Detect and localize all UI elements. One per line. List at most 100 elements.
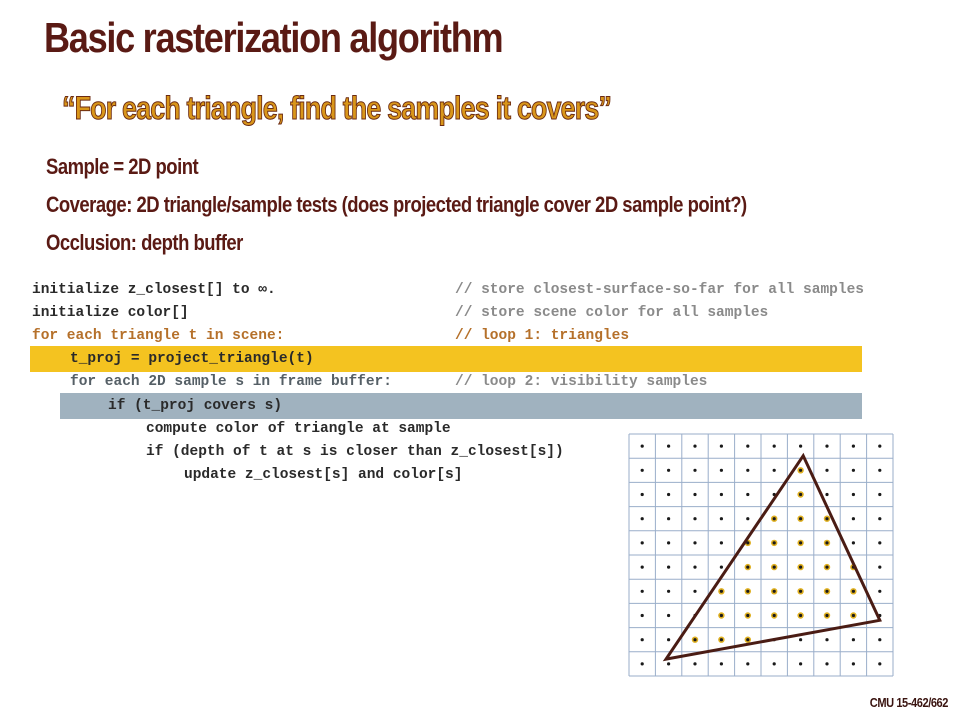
code-block: initialize z_closest[] to ∞. // store cl… (0, 278, 960, 498)
sample-point (851, 468, 855, 472)
sample-point (825, 662, 829, 666)
sample-point (878, 517, 882, 521)
sample-point (667, 565, 671, 569)
code-line-5: for each 2D sample s in frame buffer: (70, 374, 392, 390)
covered-sample-point (799, 613, 803, 618)
sample-point (719, 468, 723, 472)
sample-point (719, 492, 723, 497)
code-line-8: if (depth of t at s is closer than z_clo… (146, 444, 564, 460)
sample-point (640, 517, 644, 521)
sample-point (719, 662, 723, 666)
sample-point (878, 444, 882, 448)
covered-sample-point (799, 517, 803, 521)
sample-point (825, 468, 829, 472)
covered-sample-point (719, 638, 723, 642)
sample-point (667, 541, 671, 545)
sample-point (746, 662, 750, 666)
code-line-2: initialize color[] (32, 305, 189, 321)
covered-sample-point (746, 589, 750, 593)
covered-sample-point (772, 565, 776, 569)
sample-point (825, 638, 829, 642)
sample-point (772, 468, 776, 472)
covered-sample-point (799, 541, 803, 545)
sample-point (851, 541, 855, 545)
sample-point (825, 492, 829, 497)
covered-sample-point (799, 492, 803, 497)
covered-sample-point (825, 613, 829, 618)
sample-point (825, 444, 829, 448)
sample-point (640, 565, 644, 569)
sample-point (693, 541, 697, 545)
sample-point (799, 662, 803, 666)
sample-point (693, 565, 697, 569)
covered-sample-point (746, 541, 750, 545)
sample-point (640, 492, 644, 497)
sample-point (878, 662, 882, 666)
sample-point (878, 492, 882, 497)
covered-sample-point (851, 589, 855, 593)
covered-sample-point (799, 589, 803, 593)
covered-sample-point (772, 517, 776, 521)
covered-sample-point (719, 589, 723, 593)
highlight-covers-line (60, 393, 862, 419)
bullet-occlusion: Occlusion: depth buffer (46, 230, 243, 255)
sample-point (667, 662, 671, 666)
bullet-coverage: Coverage: 2D triangle/sample tests (does… (46, 192, 747, 217)
code-line-7: compute color of triangle at sample (146, 421, 451, 437)
sample-point (667, 517, 671, 521)
sample-point (851, 638, 855, 642)
sample-point (693, 492, 697, 497)
code-line-1: initialize z_closest[] to ∞. (32, 282, 276, 298)
sample-point (799, 638, 803, 642)
sample-point (719, 565, 723, 569)
covered-sample-point (746, 638, 750, 642)
code-line-4: t_proj = project_triangle(t) (70, 351, 314, 367)
projected-triangle (662, 452, 882, 662)
sample-point (667, 589, 671, 593)
covered-sample-point (772, 541, 776, 545)
sample-point (746, 468, 750, 472)
covered-sample-point (825, 589, 829, 593)
covered-sample-point (772, 589, 776, 593)
covered-sample-point (799, 565, 803, 569)
sample-point (640, 541, 644, 545)
sample-point (878, 589, 882, 593)
covered-sample-point (693, 638, 697, 642)
sample-point (746, 517, 750, 521)
sample-point (693, 662, 697, 666)
sample-point (772, 662, 776, 666)
code-line-6: if (t_proj covers s) (108, 398, 283, 414)
sample-point (640, 613, 644, 618)
sample-point (878, 565, 882, 569)
sample-point (640, 468, 644, 472)
sample-point (667, 613, 671, 618)
code-line-3: for each triangle t in scene: (32, 328, 285, 344)
sample-point (640, 444, 644, 448)
sample-point (878, 638, 882, 642)
sample-point (799, 444, 803, 448)
sample-point (693, 589, 697, 593)
covered-sample-point (825, 541, 829, 545)
sample-point (693, 444, 697, 448)
covered-sample-point (851, 613, 855, 618)
sample-point (667, 444, 671, 448)
sample-point (878, 541, 882, 545)
code-comment-3: // loop 1: triangles (455, 328, 630, 344)
sample-point (640, 638, 644, 642)
sample-point (719, 541, 723, 545)
course-footer: CMU 15-462/662 (869, 695, 949, 710)
slide-title: Basic rasterization algorithm (44, 14, 504, 61)
sample-point (772, 444, 776, 448)
sample-point (851, 517, 855, 521)
rasterization-grid-diagram (628, 433, 894, 677)
code-comment-5: // loop 2: visibility samples (455, 374, 708, 390)
sample-point (746, 444, 750, 448)
sample-point (851, 662, 855, 666)
covered-sample-point (825, 565, 829, 569)
sample-point (746, 492, 750, 497)
slide-quote: “For each triangle, find the samples it … (62, 90, 613, 127)
code-comment-2: // store scene color for all samples (455, 305, 769, 321)
code-comment-1: // store closest-surface-so-far for all … (455, 282, 864, 298)
sample-point (667, 638, 671, 642)
sample-point (719, 444, 723, 448)
